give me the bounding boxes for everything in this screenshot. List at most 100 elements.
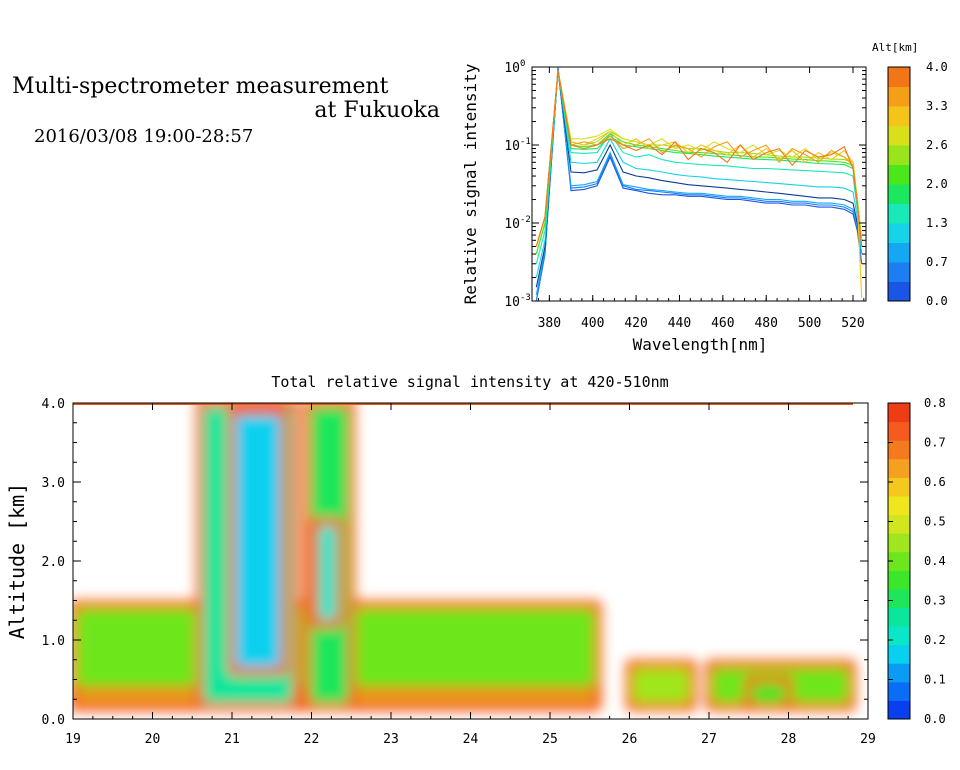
intensity-colorbar-segment [888, 533, 910, 553]
altitude-colorbar-segment [888, 281, 910, 302]
intensity-colorbar-segment [888, 551, 910, 571]
spectrum-ytick-label: 10 [504, 217, 520, 232]
intensity-colorbar-segment [888, 570, 910, 590]
heatmap-ytick-label: 3.0 [42, 476, 65, 491]
altitude-colorbar-label: 4.0 [926, 60, 948, 74]
spectrum-ylabel: Relative signal intensity [461, 63, 480, 304]
intensity-colorbar-segment [888, 458, 910, 478]
heatmap-region-8 [751, 683, 786, 704]
spectrum-series-3 [535, 70, 863, 288]
heatmap-axes: 19 20 21 22 23 24 25 26 27 28 29 0.0 1.0 2.0 3.0 4.0 [42, 397, 876, 747]
spectrum-xtick-label: 380 [538, 316, 561, 331]
heatmap-ytick-label: 0.0 [42, 713, 65, 728]
altitude-colorbar-label: 3.3 [926, 99, 948, 113]
heatmap-xtick-label: 20 [145, 732, 161, 747]
altitude-colorbar-label: 2.0 [926, 177, 948, 191]
heatmap-ytick-label: 2.0 [42, 555, 65, 570]
intensity-colorbar: 0.0 0.1 0.2 0.3 0.4 0.5 0.6 0.7 0.8 [887, 396, 946, 726]
intensity-colorbar-segment [888, 607, 910, 627]
spectrum-ytick-exponent: 0 [520, 59, 525, 69]
intensity-colorbar-segment [888, 700, 910, 720]
altitude-heatmap: Total relative signal intensity at 420-5… [5, 373, 946, 747]
altitude-colorbar-segment [888, 203, 910, 224]
spectrum-ytick-exponent: -3 [520, 293, 531, 303]
altitude-colorbar-segment [888, 164, 910, 185]
spectrum-series-6 [535, 70, 863, 255]
heatmap-region-5 [318, 525, 337, 621]
heatmap-xtick-label: 27 [701, 732, 717, 747]
altitude-colorbar-segment [888, 184, 910, 204]
heatmap-xtick-label: 21 [224, 732, 240, 747]
intensity-colorbar-label: 0.6 [924, 475, 946, 489]
altitude-colorbar-segment [888, 223, 910, 243]
heatmap-region-6 [632, 667, 691, 704]
intensity-colorbar-label: 0.7 [924, 436, 946, 450]
heatmap-xtick-label: 23 [383, 732, 399, 747]
altitude-colorbar-label: 1.3 [926, 216, 948, 230]
intensity-colorbar-label: 0.5 [924, 515, 946, 529]
intensity-colorbar-segment [888, 663, 910, 683]
intensity-colorbar-label: 0.0 [924, 712, 946, 726]
intensity-colorbar-segment [888, 495, 910, 516]
heatmap-regions [73, 403, 857, 712]
intensity-colorbar-label: 0.1 [924, 673, 946, 687]
heatmap-xtick-label: 19 [65, 732, 81, 747]
chart-title-line2: at Fukuoka [314, 98, 440, 123]
altitude-colorbar-segment [888, 242, 910, 263]
intensity-colorbar-segment [888, 588, 910, 608]
spectrum-ytick-label: 10 [504, 295, 520, 310]
intensity-colorbar-segment [888, 514, 910, 534]
spectrum-xtick-label: 520 [841, 316, 864, 331]
heatmap-xtick-label: 26 [622, 732, 638, 747]
intensity-colorbar-label: 0.3 [924, 594, 946, 608]
intensity-colorbar-label: 0.2 [924, 633, 946, 647]
spectrum-ytick-exponent: -1 [520, 137, 531, 147]
spectrum-xtick-label: 440 [668, 316, 691, 331]
intensity-colorbar-segment [888, 421, 910, 441]
heatmap-xtick-label: 29 [860, 732, 876, 747]
spectrum-xtick-label: 420 [624, 316, 647, 331]
heatmap-xtick-label: 24 [463, 732, 479, 747]
spectrum-xlabel: Wavelength[nm] [633, 335, 768, 354]
heatmap-ytick-label: 4.0 [42, 397, 65, 412]
altitude-colorbar-label: 0.0 [926, 294, 948, 308]
spectrum-series-2 [535, 68, 863, 295]
spectrum-series-4 [535, 70, 863, 278]
altitude-colorbar-segment [888, 125, 910, 146]
heatmap-title: Total relative signal intensity at 420-5… [271, 373, 668, 391]
heatmap-region-3 [235, 414, 281, 668]
intensity-colorbar-label: 0.4 [924, 554, 946, 568]
spectrum-xtick-label: 400 [581, 316, 604, 331]
spectrum-xtick-label: 500 [798, 316, 821, 331]
spectrum-series-11 [535, 70, 863, 247]
intensity-colorbar-segment [888, 681, 910, 701]
altitude-colorbar-segment [888, 262, 910, 282]
spectrum-series-7 [535, 70, 863, 255]
intensity-colorbar-segment [888, 477, 910, 497]
altitude-colorbar-frame [887, 66, 911, 302]
spectrum-series-12 [535, 70, 863, 247]
heatmap-xtick-label: 25 [542, 732, 558, 747]
altitude-colorbar-label: 0.7 [926, 255, 948, 269]
spectrum-xtick-label: 480 [754, 316, 777, 331]
intensity-colorbar-segment [888, 644, 910, 664]
spectrum-ytick-exponent: -2 [520, 215, 531, 225]
heatmap-ytick-label: 1.0 [42, 634, 65, 649]
date-range-label: 2016/03/08 19:00-28:57 [34, 126, 254, 147]
heatmap-xtick-label: 22 [304, 732, 320, 747]
spectrum-series-5 [535, 70, 863, 264]
spectrum-ytick-label: 10 [504, 61, 520, 76]
chart-title-line1: Multi-spectrometer measurement [12, 74, 389, 99]
altitude-colorbar-title: Alt[km] [872, 41, 918, 54]
spectrum-lines [535, 67, 863, 301]
altitude-colorbar-segment [888, 86, 910, 107]
heatmap-ylabel: Altitude [km] [5, 483, 29, 640]
spectrum-series-0 [535, 67, 863, 301]
intensity-colorbar-label: 0.8 [924, 396, 946, 410]
altitude-colorbar-segment [888, 106, 910, 126]
altitude-colorbar-segment [888, 67, 910, 87]
spectrum-plot-frame [531, 66, 867, 302]
